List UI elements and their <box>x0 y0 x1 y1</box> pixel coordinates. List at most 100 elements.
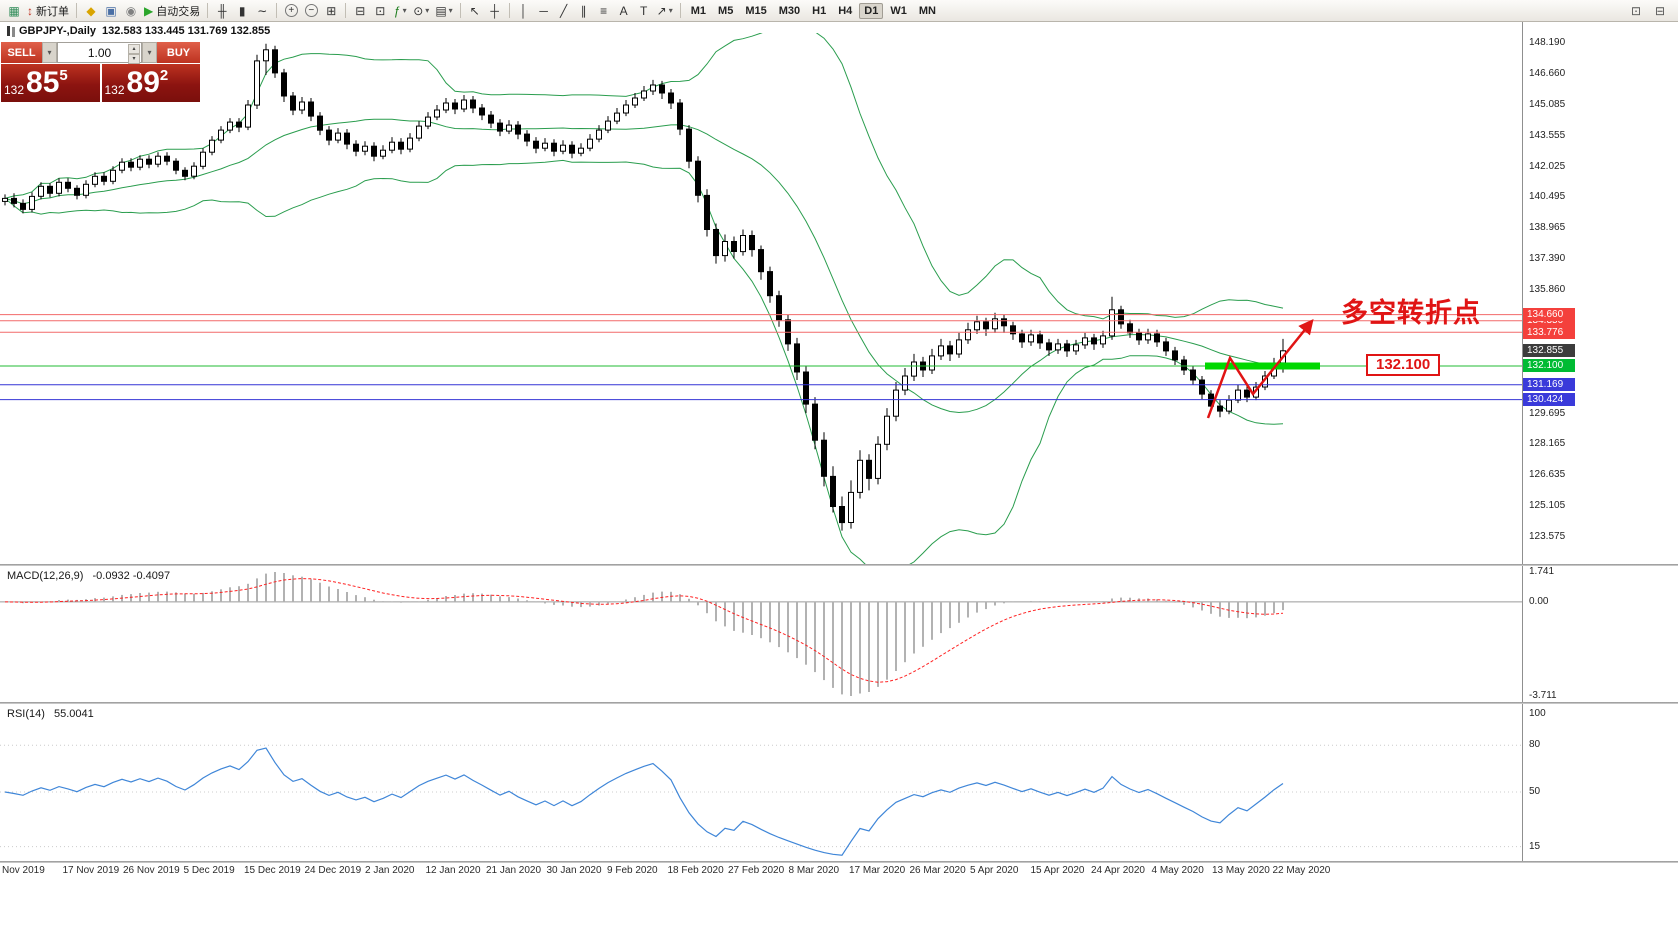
timeframe-mn[interactable]: MN <box>918 4 936 17</box>
volume-input[interactable]: 1.00 ▴ ▾ <box>57 42 142 64</box>
time-axis-divider <box>0 861 1678 863</box>
macd-label: MACD(12,26,9) -0.0932 -0.4097 <box>7 570 171 582</box>
zoom-out-icon[interactable]: − <box>302 2 320 20</box>
rsi-panel-canvas[interactable] <box>0 705 1522 860</box>
sell-price-main: 85 <box>26 66 60 99</box>
timeframe-h1[interactable]: H1 <box>812 4 827 17</box>
sell-button[interactable]: SELL <box>1 42 42 63</box>
price-axis[interactable]: 148.190 146.660 145.085 143.555 142.025 140.4… <box>1522 20 1678 862</box>
price-tag: 132.855 <box>1523 344 1575 358</box>
toolbar-separator <box>207 3 209 18</box>
line-chart-icon: ∼ <box>257 3 268 18</box>
text-icon[interactable]: A <box>615 2 633 20</box>
horizontal-line-icon[interactable]: ─ <box>535 2 553 20</box>
timeframe-w1[interactable]: W1 <box>890 4 907 17</box>
chevron-down-icon: ▾ <box>402 6 407 15</box>
metaeditor-icon[interactable]: ◆ <box>82 2 100 20</box>
candlestick-chart-icon[interactable]: ▮ <box>233 2 251 20</box>
date-label: 18 Feb 2020 <box>667 865 724 876</box>
turning-point-annotation[interactable]: 多空转折点 <box>1341 298 1481 328</box>
grid-icon[interactable]: ⊞ <box>322 2 340 20</box>
channel-icon[interactable]: ∥ <box>575 2 593 20</box>
toolbar-separator <box>459 3 461 18</box>
buy-button[interactable]: BUY <box>157 42 200 63</box>
fibonacci-icon[interactable]: ≡ <box>595 2 613 20</box>
panel-divider[interactable] <box>0 702 1678 704</box>
autotrading-button[interactable]: ▶ 自动交易 <box>142 2 202 20</box>
buy-price-button[interactable]: 132 89 2 <box>101 64 200 102</box>
price-tag: 131.169 <box>1523 378 1575 392</box>
candlestick-chart-icon: ▮ <box>238 3 246 18</box>
macd-panel-canvas[interactable] <box>0 567 1522 701</box>
timeframe-m5[interactable]: M5 <box>718 4 734 17</box>
sell-price-prefix: 132 <box>4 83 25 97</box>
templates-icon[interactable]: ▤ ▾ <box>433 2 454 20</box>
line-chart-icon[interactable]: ∼ <box>253 2 271 20</box>
label-icon[interactable]: T <box>635 2 653 20</box>
bollinger-bands <box>4 33 1284 564</box>
new-order-icon: ↕ <box>27 3 33 18</box>
chart-title-symbol: GBPJPY-,Daily <box>19 25 97 37</box>
market-watch-icon[interactable]: ▣ <box>102 2 120 20</box>
rsi-level-lines <box>0 744 1522 848</box>
buy-options-dropdown[interactable]: ▾ <box>142 42 157 63</box>
grid-icon: ⊞ <box>326 3 337 18</box>
window-list-icon[interactable]: ⊟ <box>1651 2 1669 20</box>
price-axis-label: 128.165 <box>1529 438 1566 450</box>
price-axis-label: 125.105 <box>1529 500 1566 512</box>
tile-windows-icon[interactable]: ⊟ <box>351 2 369 20</box>
chevron-down-icon: ▾ <box>668 6 673 15</box>
timeframe-d1[interactable]: D1 <box>859 2 884 19</box>
toolbar-separator <box>76 3 77 18</box>
horizontal-level-lines[interactable] <box>0 314 1522 401</box>
date-label: 17 Mar 2020 <box>849 865 906 876</box>
support-zone-highlight[interactable] <box>1205 362 1320 370</box>
new-order-button[interactable]: ↕ 新订单 <box>25 2 71 20</box>
macd-scale-label: 1.741 <box>1529 566 1555 577</box>
timeframe-m15[interactable]: M15 <box>745 4 767 17</box>
timeframe-h4[interactable]: H4 <box>838 4 853 17</box>
spin-up-icon[interactable]: ▴ <box>128 44 140 54</box>
level-label-annotation[interactable]: 132.100 <box>1366 354 1441 376</box>
buy-price-main: 89 <box>126 66 160 99</box>
price-axis-label: 140.495 <box>1529 191 1566 203</box>
trend-arrow-annotation[interactable] <box>1206 319 1314 419</box>
date-label: 15 Dec 2019 <box>244 865 301 876</box>
timeframe-m30[interactable]: M30 <box>778 4 801 17</box>
spin-down-icon[interactable]: ▾ <box>128 54 140 64</box>
date-label: 9 Feb 2020 <box>607 865 658 876</box>
arrow-tools-icon[interactable]: ↗ ▾ <box>655 2 675 20</box>
bar-chart-icon[interactable]: ╫ <box>213 2 231 20</box>
time-axis[interactable]: Nov 2019 17 Nov 2019 26 Nov 2019 5 Dec 2019… <box>0 863 1522 881</box>
zoom-in-icon[interactable]: + <box>282 2 300 20</box>
date-label: 15 Apr 2020 <box>1030 865 1085 876</box>
chevron-down-icon: ▾ <box>425 6 430 15</box>
price-tag: 133.776 <box>1523 325 1575 339</box>
rsi-label: RSI(14) 55.0041 <box>7 708 94 720</box>
price-axis-label: 143.555 <box>1529 129 1566 141</box>
buy-price-pip: 2 <box>159 67 169 84</box>
cursor-icon[interactable]: ↖ <box>466 2 484 20</box>
help-icon: ◉ <box>125 3 137 18</box>
panel-divider[interactable] <box>0 564 1678 566</box>
timeframes-menu-icon[interactable]: ⊙ ▾ <box>411 2 431 20</box>
sell-price-pip: 5 <box>59 67 68 84</box>
tile-windows-icon: ⊟ <box>355 3 366 18</box>
help-icon[interactable]: ◉ <box>122 2 140 20</box>
crosshair-icon[interactable]: ┼ <box>486 2 504 20</box>
timeframe-m1[interactable]: M1 <box>690 4 707 17</box>
price-chart-canvas[interactable] <box>0 33 1522 564</box>
price-axis-label: 126.635 <box>1529 469 1566 481</box>
date-label: 26 Nov 2019 <box>123 865 180 876</box>
price-axis-label: 142.025 <box>1529 160 1566 172</box>
sell-price-button[interactable]: 132 85 5 <box>1 64 100 102</box>
horizontal-line-icon: ─ <box>539 3 548 18</box>
trendline-icon[interactable]: ╱ <box>555 2 573 20</box>
sell-options-dropdown[interactable]: ▾ <box>42 42 57 63</box>
cascade-windows-icon[interactable]: ⊡ <box>371 2 389 20</box>
chart-shortcut-icon[interactable]: ▦ <box>5 2 23 20</box>
dock-chart-icon[interactable]: ⊡ <box>1627 2 1645 20</box>
vertical-line-icon[interactable]: │ <box>515 2 533 20</box>
chevron-down-icon: ▾ <box>147 48 152 57</box>
indicators-button[interactable]: ƒ ▾ <box>391 2 409 20</box>
